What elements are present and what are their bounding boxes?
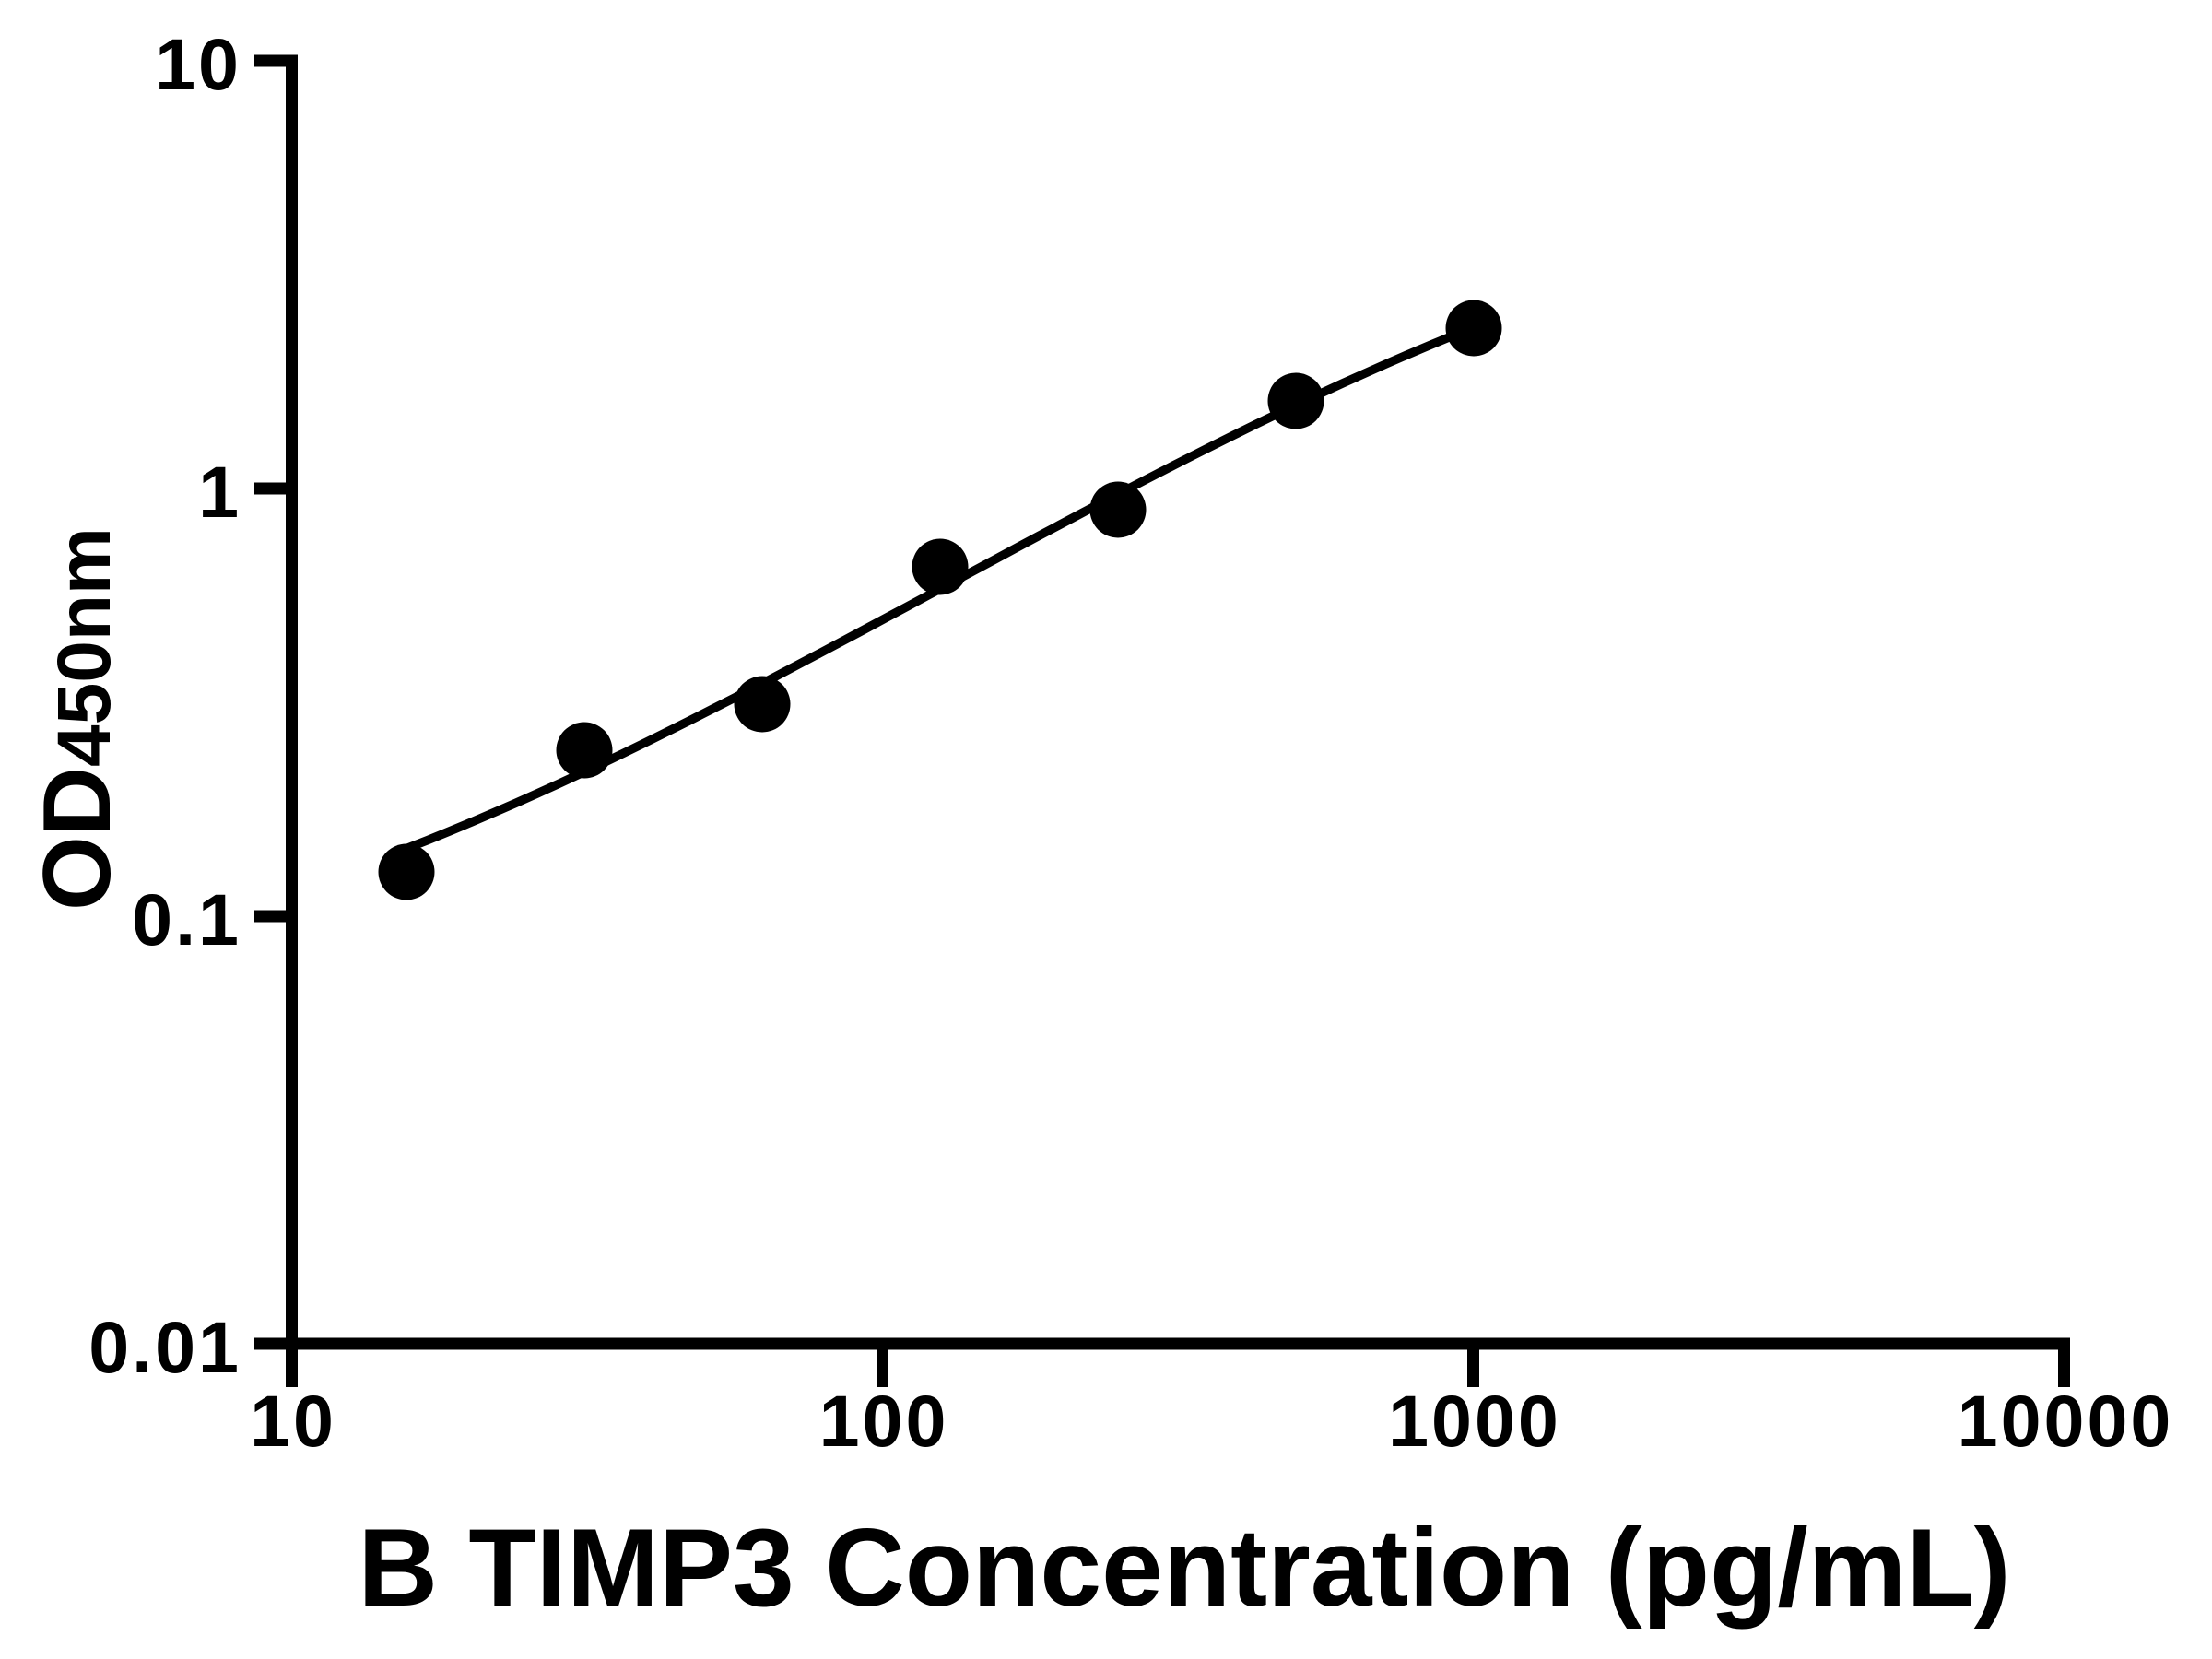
svg-text:0.01: 0.01 bbox=[88, 1306, 241, 1388]
svg-text:OD450nm: OD450nm bbox=[24, 527, 131, 911]
svg-text:10: 10 bbox=[250, 1380, 336, 1462]
svg-text:10: 10 bbox=[155, 23, 241, 105]
svg-text:1000: 1000 bbox=[1388, 1380, 1561, 1462]
svg-text:B TIMP3 Concentration (pg/mL): B TIMP3 Concentration (pg/mL) bbox=[358, 1506, 2010, 1630]
svg-text:100: 100 bbox=[819, 1380, 949, 1462]
svg-text:10000: 10000 bbox=[1958, 1380, 2174, 1462]
svg-text:1: 1 bbox=[198, 451, 241, 533]
svg-text:0.1: 0.1 bbox=[132, 878, 241, 960]
